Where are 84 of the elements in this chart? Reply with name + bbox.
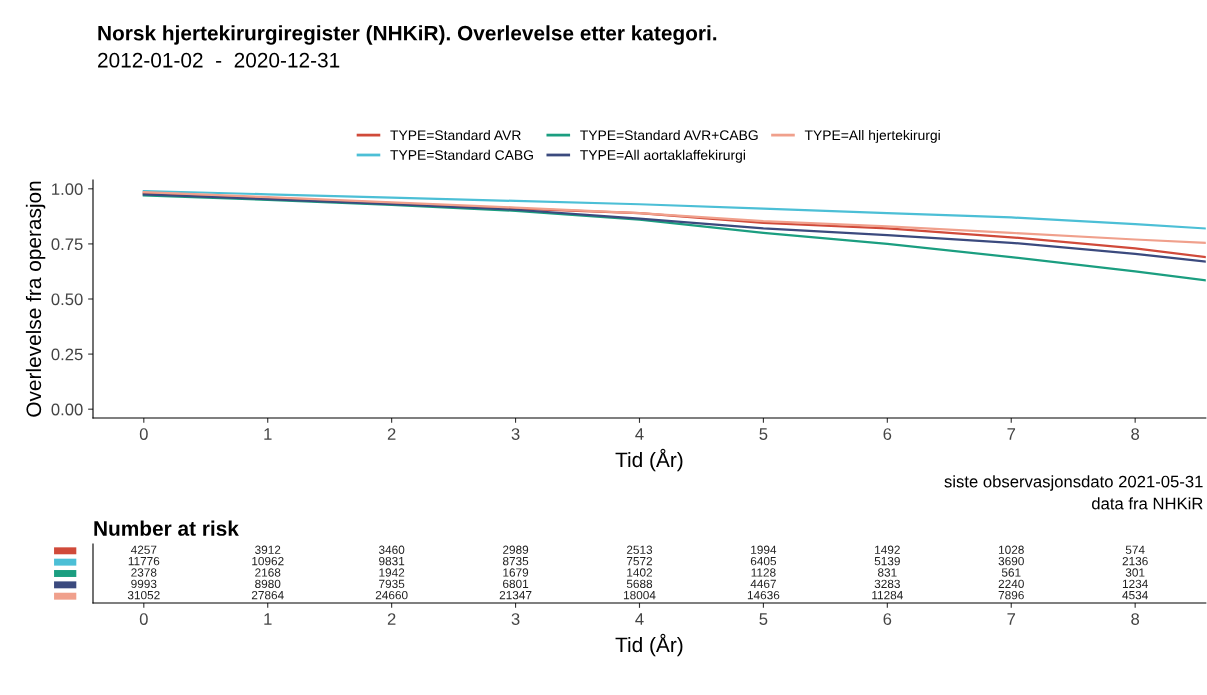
x-tick-label: 2	[387, 613, 396, 625]
x-tick-label: 7	[1007, 613, 1016, 625]
data-label: 4534	[1122, 591, 1148, 600]
x-tick-label: 1	[264, 428, 272, 440]
data-label: 27864	[251, 591, 284, 600]
data-label: 301	[1125, 568, 1145, 577]
x-tick-label: 4	[635, 613, 644, 625]
data-label: 11776	[128, 556, 160, 566]
y-axis-title: Overlevelse fra operasjon	[25, 181, 46, 417]
x-tick-label: 4	[635, 428, 644, 440]
data-label: 2136	[1122, 556, 1148, 566]
line-series	[142, 189, 1206, 230]
data-label: 5139	[874, 556, 900, 566]
chart-subtitle: 2012-01-02 - 2020-12-31	[98, 52, 340, 68]
x-tick-label: 3	[511, 613, 520, 625]
x-tick-label: 3	[511, 428, 520, 440]
legend-label: TYPE=Standard AVR	[390, 129, 521, 141]
data-label: 3690	[998, 556, 1024, 566]
data-label: 8735	[502, 556, 529, 566]
text: data fra NHKiR	[1092, 497, 1203, 510]
data-label: 561	[1001, 568, 1021, 577]
chart-title: Number at risk	[94, 520, 239, 536]
data-label: 10962	[252, 556, 284, 566]
x-tick-label: 6	[883, 613, 892, 625]
data-label: 7572	[626, 556, 653, 566]
x-tick-label: 8	[1131, 428, 1140, 440]
data-label: 3283	[874, 579, 900, 589]
data-label: 1402	[627, 568, 653, 577]
data-label: 574	[1125, 545, 1145, 554]
x-tick-label: 0	[139, 428, 148, 440]
data-label: 2989	[503, 545, 529, 554]
data-label: 18004	[623, 591, 656, 600]
x-tick-label: 6	[883, 428, 892, 440]
legend-label: TYPE=Standard AVR+CABG	[580, 129, 758, 141]
data-label: 7935	[379, 579, 405, 589]
data-label: 7896	[998, 591, 1024, 600]
legend-label: TYPE=All hjertekirurgi	[804, 129, 940, 143]
data-label: 6405	[750, 556, 777, 566]
data-label: 8980	[255, 579, 281, 589]
data-label: 5688	[626, 579, 653, 589]
data-label: 1492	[875, 545, 900, 554]
data-label: 21347	[499, 591, 532, 600]
data-label: 6801	[503, 579, 529, 589]
data-label: 3912	[255, 545, 281, 554]
data-label: 9993	[131, 579, 157, 589]
data-label: 1128	[751, 568, 776, 577]
x-tick-label: 5	[759, 428, 768, 440]
text: siste observasjonsdato 2021-05-31	[944, 475, 1203, 491]
x-tick-label: 0	[139, 613, 148, 625]
data-label: 1234	[1122, 579, 1148, 589]
data-label: 2513	[626, 545, 653, 554]
line-series	[142, 194, 1206, 282]
data-label: 4257	[130, 545, 157, 554]
data-label: 14636	[747, 591, 780, 600]
y-tick-label: 1.00	[52, 183, 83, 196]
data-label: 2240	[998, 579, 1024, 589]
data-label: 2378	[131, 568, 157, 577]
x-axis-title: Tid (År)	[615, 448, 683, 472]
x-tick-label: 8	[1131, 613, 1140, 625]
x-axis-title: Tid (År)	[615, 633, 683, 657]
data-label: 1028	[999, 545, 1024, 554]
legend-label: TYPE=All aortaklaffekirurgi	[580, 149, 745, 163]
y-tick-label: 0.00	[51, 403, 83, 416]
y-tick-label: 0.75	[51, 238, 83, 251]
x-tick-label: 2	[387, 428, 396, 440]
data-label: 24660	[375, 591, 408, 600]
x-tick-label: 1	[264, 613, 272, 625]
y-tick-label: 0.25	[51, 348, 83, 361]
data-label: 31052	[127, 591, 160, 600]
data-label: 9831	[379, 556, 405, 566]
data-label: 1679	[503, 568, 529, 577]
data-label: 3460	[378, 545, 405, 554]
data-label: 1942	[379, 568, 405, 577]
x-tick-label: 7	[1007, 428, 1016, 440]
data-label: 2168	[255, 568, 281, 577]
data-label: 831	[877, 568, 897, 577]
y-tick-label: 0.50	[51, 293, 83, 306]
data-label: 11284	[872, 591, 903, 600]
chart-title: Norsk hjertekirurgiregister (NHKiR). Overlevelse etter kategori.	[98, 25, 717, 45]
line-series	[142, 191, 1206, 244]
data-label: 4467	[750, 579, 776, 589]
data-label: 1994	[751, 545, 777, 554]
x-tick-label: 5	[759, 613, 768, 625]
legend-label: TYPE=Standard CABG	[390, 149, 533, 160]
